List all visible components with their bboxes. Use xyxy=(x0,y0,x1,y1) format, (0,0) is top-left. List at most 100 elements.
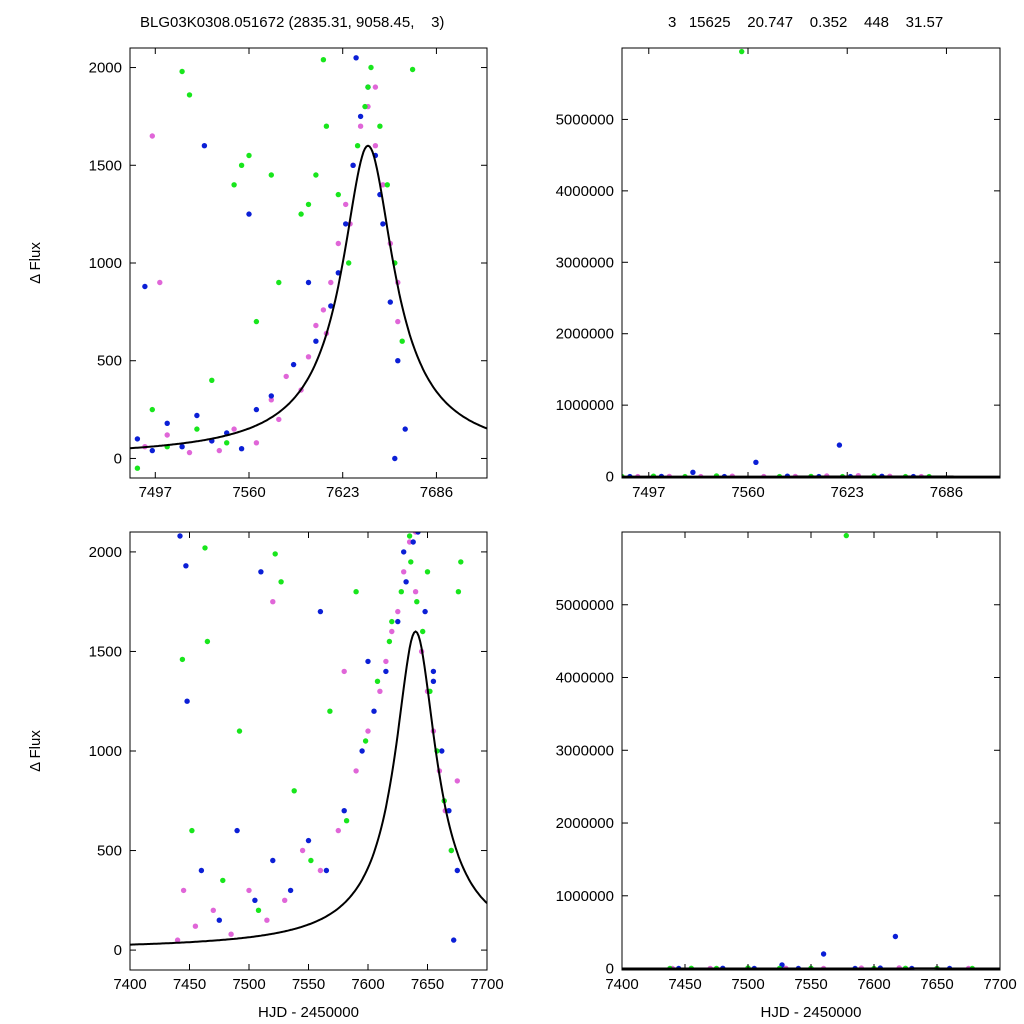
y-tick-label: 3000000 xyxy=(556,742,614,759)
plot-frame xyxy=(129,531,488,971)
data-point-blue xyxy=(198,867,205,874)
data-point-blue xyxy=(395,618,401,625)
data-point-green xyxy=(305,201,312,208)
data-point-green xyxy=(384,182,390,188)
data-point-blue xyxy=(323,867,330,874)
x-tick-label: 7600 xyxy=(351,976,384,993)
data-point-blue xyxy=(343,221,349,227)
data-point-green xyxy=(362,103,368,110)
data-point-blue xyxy=(313,338,319,344)
x-axis-label: HJD - 2450000 xyxy=(258,1004,359,1021)
data-point-green xyxy=(399,338,405,344)
panel-top-right: 7497 7560 7623 7686 0 1000000 2000000 3000000 40… xyxy=(556,47,1001,501)
y-tick-label: 500 xyxy=(97,843,122,860)
panel-top-left: 7497 7560 7623 7686 0 500 1000 1500 2000 Δ Flux xyxy=(27,47,488,501)
data-point-magenta xyxy=(389,628,395,635)
data-point-green xyxy=(209,377,215,383)
y-tick-label: 4000000 xyxy=(556,183,614,200)
data-point-magenta xyxy=(335,827,341,834)
x-tick-label: 7400 xyxy=(113,976,146,993)
data-point-magenta xyxy=(216,447,222,454)
data-point-green xyxy=(843,532,849,539)
y-tick-label: 0 xyxy=(114,942,122,959)
data-point-green xyxy=(374,678,381,684)
data-point-green xyxy=(406,533,413,539)
data-point-magenta xyxy=(270,599,276,605)
data-point-green xyxy=(298,211,304,217)
data-point-blue xyxy=(194,412,200,419)
data-point-magenta xyxy=(313,322,319,329)
data-point-blue xyxy=(305,279,312,286)
data-point-blue xyxy=(380,221,386,227)
data-point-green xyxy=(272,551,278,557)
data-point-blue xyxy=(184,698,190,704)
y-tick-label: 1000000 xyxy=(556,397,614,414)
data-point-blue xyxy=(270,857,276,864)
data-point-magenta xyxy=(283,373,289,380)
data-point-green xyxy=(224,440,230,446)
data-point-green xyxy=(320,57,327,63)
x-axis-label: HJD - 2450000 xyxy=(761,1004,862,1021)
data-point-green xyxy=(313,172,319,178)
x-tick-label: 7500 xyxy=(232,976,265,993)
y-tick-label: 2000000 xyxy=(556,815,614,832)
x-tick-label: 7700 xyxy=(470,976,503,993)
data-point-blue xyxy=(179,444,185,450)
x-tick-label: 7623 xyxy=(831,484,864,501)
data-point-magenta xyxy=(253,440,260,446)
data-point-magenta xyxy=(320,307,327,313)
data-point-magenta xyxy=(372,143,379,149)
header-right-params: 3 15625 20.747 0.352 448 31.57 xyxy=(668,14,944,31)
data-point-blue xyxy=(164,420,170,426)
data-point-green xyxy=(255,907,262,913)
x-tick-label: 7686 xyxy=(420,484,453,501)
data-point-blue xyxy=(290,361,297,368)
data-point-blue xyxy=(357,113,364,120)
data-point-blue xyxy=(253,406,260,413)
data-point-green xyxy=(346,260,352,266)
data-point-blue xyxy=(403,579,409,585)
data-point-green xyxy=(186,92,193,98)
data-point-green xyxy=(276,279,282,286)
data-point-magenta xyxy=(228,931,234,937)
data-point-blue xyxy=(892,933,899,940)
data-point-green xyxy=(194,426,200,432)
data-point-blue xyxy=(201,143,208,149)
data-point-green xyxy=(458,559,464,565)
data-point-magenta xyxy=(246,887,252,894)
y-tick-label: 1500 xyxy=(89,643,122,660)
data-point-blue xyxy=(392,455,398,462)
data-point-magenta xyxy=(231,426,237,432)
x-tick-label: 7600 xyxy=(857,976,890,993)
data-point-blue xyxy=(387,299,393,305)
data-point-blue xyxy=(383,668,389,675)
y-tick-label: 1000 xyxy=(89,743,122,760)
data-point-magenta xyxy=(372,84,379,90)
plot-area xyxy=(130,532,487,946)
data-point-green xyxy=(204,638,211,645)
panel-bottom-left: 7400 7450 7500 7550 7600 7650 7700 0 500 1000 1500… xyxy=(27,531,504,1021)
data-point-green xyxy=(420,628,426,635)
x-tick-label: 7623 xyxy=(326,484,359,501)
y-tick-label: 0 xyxy=(606,961,614,978)
data-point-magenta xyxy=(282,897,288,903)
data-point-magenta xyxy=(210,907,216,913)
data-point-blue xyxy=(305,837,312,844)
data-point-blue xyxy=(353,55,359,61)
data-point-green xyxy=(739,48,745,55)
data-point-green xyxy=(353,589,359,595)
data-point-magenta xyxy=(412,589,419,595)
data-point-blue xyxy=(422,608,428,615)
data-point-magenta xyxy=(343,201,349,208)
data-point-blue xyxy=(252,897,258,903)
data-point-magenta xyxy=(276,416,282,423)
y-tick-label: 2000 xyxy=(89,60,122,77)
data-point-magenta xyxy=(353,768,359,774)
y-tick-label: 2000000 xyxy=(556,326,614,343)
data-point-blue xyxy=(836,442,843,448)
data-point-blue xyxy=(216,917,222,923)
data-point-magenta xyxy=(383,658,389,665)
x-tick-label: 7686 xyxy=(930,484,963,501)
data-point-magenta xyxy=(149,133,155,139)
